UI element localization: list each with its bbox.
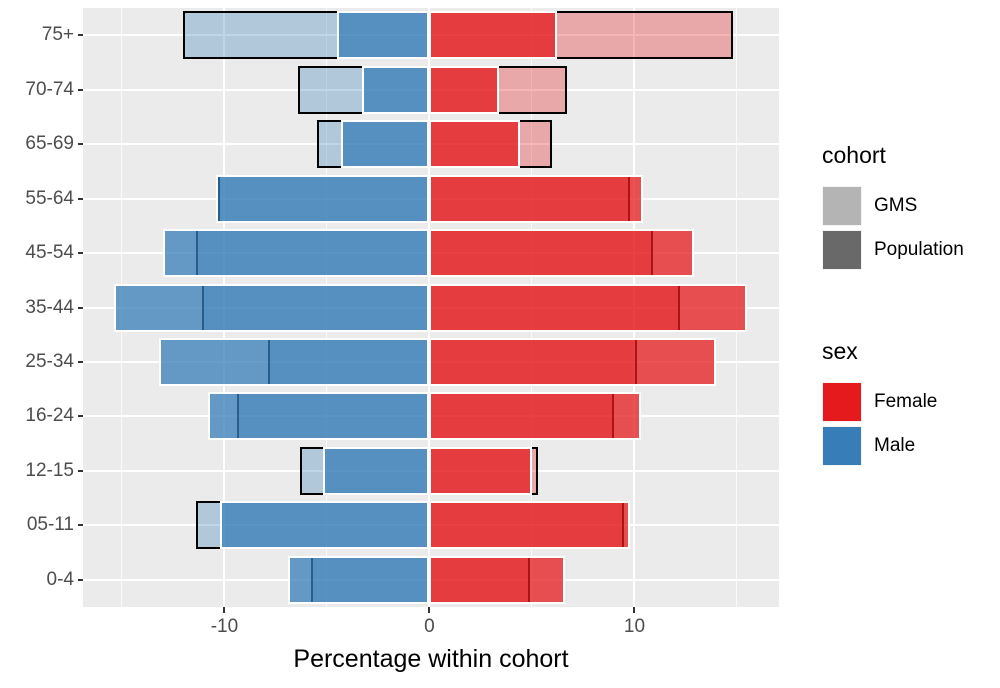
x-axis-tick-label: -10 xyxy=(210,616,239,637)
y-axis-tick xyxy=(78,88,83,91)
y-axis-label-25-34: 25-34 xyxy=(25,350,74,372)
y-axis-tick xyxy=(78,360,83,363)
legend-sex: sex Female Male xyxy=(822,338,1000,470)
bar-female-pop-75plus xyxy=(429,11,557,60)
legend-cohort: cohort GMS Population xyxy=(822,142,1000,274)
legend-item-female: Female xyxy=(822,382,1000,422)
bar-male-pop-0-4 xyxy=(288,555,430,604)
legend-item-population: Population xyxy=(822,230,1000,270)
y-axis-tick xyxy=(78,143,83,146)
y-axis-label-05-11: 05-11 xyxy=(26,514,74,536)
y-axis-tick xyxy=(78,415,83,418)
y-axis-label-70-74: 70-74 xyxy=(25,78,74,100)
x-axis-tick xyxy=(428,607,431,613)
legend-item-male: Male xyxy=(822,426,1000,466)
y-axis-label-55-64: 55-64 xyxy=(25,187,74,209)
y-axis-label-65-69: 65-69 xyxy=(25,133,74,155)
y-axis-tick xyxy=(78,34,83,37)
x-axis-title: Percentage within cohort xyxy=(293,645,569,673)
bar-male-pop-12-15 xyxy=(322,446,430,495)
bar-female-pop-25-34 xyxy=(429,337,717,386)
y-axis-tick xyxy=(78,197,83,200)
bar-female-pop-70-74 xyxy=(429,65,500,114)
y-axis-tick xyxy=(78,524,83,527)
y-axis-label-16-24: 16-24 xyxy=(25,405,74,427)
plot-panel xyxy=(83,8,779,607)
bar-male-pop-65-69 xyxy=(341,120,430,169)
x-axis-tick xyxy=(223,607,226,613)
bar-female-pop-16-24 xyxy=(429,392,641,441)
bar-female-pop-45-54 xyxy=(429,229,694,278)
x-axis-tick-label: 0 xyxy=(424,616,435,637)
y-axis-tick xyxy=(78,252,83,255)
legend-item-gms: GMS xyxy=(822,186,1000,226)
bar-male-pop-75plus xyxy=(337,11,430,60)
bar-male-pop-55-64 xyxy=(216,174,430,223)
bar-male-pop-25-34 xyxy=(158,337,430,386)
bar-female-pop-55-64 xyxy=(429,174,643,223)
bar-male-pop-16-24 xyxy=(208,392,430,441)
y-axis-label-0-4: 0-4 xyxy=(46,568,74,590)
legend-key xyxy=(822,186,862,226)
legend-key xyxy=(822,382,862,422)
legend-label-population: Population xyxy=(874,239,964,260)
legend-label-male: Male xyxy=(874,435,916,456)
legend-cohort-title: cohort xyxy=(822,142,886,168)
bar-male-pop-35-44 xyxy=(113,283,430,332)
legend-swatch-gms xyxy=(823,187,861,225)
bar-female-pop-65-69 xyxy=(429,120,520,169)
legend-swatch-population xyxy=(823,231,861,269)
y-axis-label-75plus: 75+ xyxy=(41,24,74,46)
x-axis-tick xyxy=(633,607,636,613)
legend-label-gms: GMS xyxy=(874,195,918,216)
bar-female-pop-12-15 xyxy=(429,446,532,495)
legend-key xyxy=(822,230,862,270)
y-axis-label-45-54: 45-54 xyxy=(25,242,74,264)
bar-male-pop-70-74 xyxy=(361,65,430,114)
x-axis-tick-label: 10 xyxy=(623,616,646,637)
legend-swatch-female xyxy=(823,383,861,421)
y-axis-label-35-44: 35-44 xyxy=(25,296,74,318)
legend-label-female: Female xyxy=(874,391,938,412)
bar-female-pop-35-44 xyxy=(429,283,748,332)
legend-key xyxy=(822,426,862,466)
bar-female-pop-0-4 xyxy=(429,555,565,604)
y-axis-tick xyxy=(78,578,83,581)
bar-male-pop-45-54 xyxy=(162,229,430,278)
bar-female-pop-05-11 xyxy=(429,501,631,550)
y-axis-label-12-15: 12-15 xyxy=(25,459,74,481)
bar-male-pop-05-11 xyxy=(220,501,430,550)
legend-swatch-male xyxy=(823,427,861,465)
legend-sex-title: sex xyxy=(822,338,858,364)
y-axis-tick xyxy=(78,469,83,472)
y-axis-tick xyxy=(78,306,83,309)
